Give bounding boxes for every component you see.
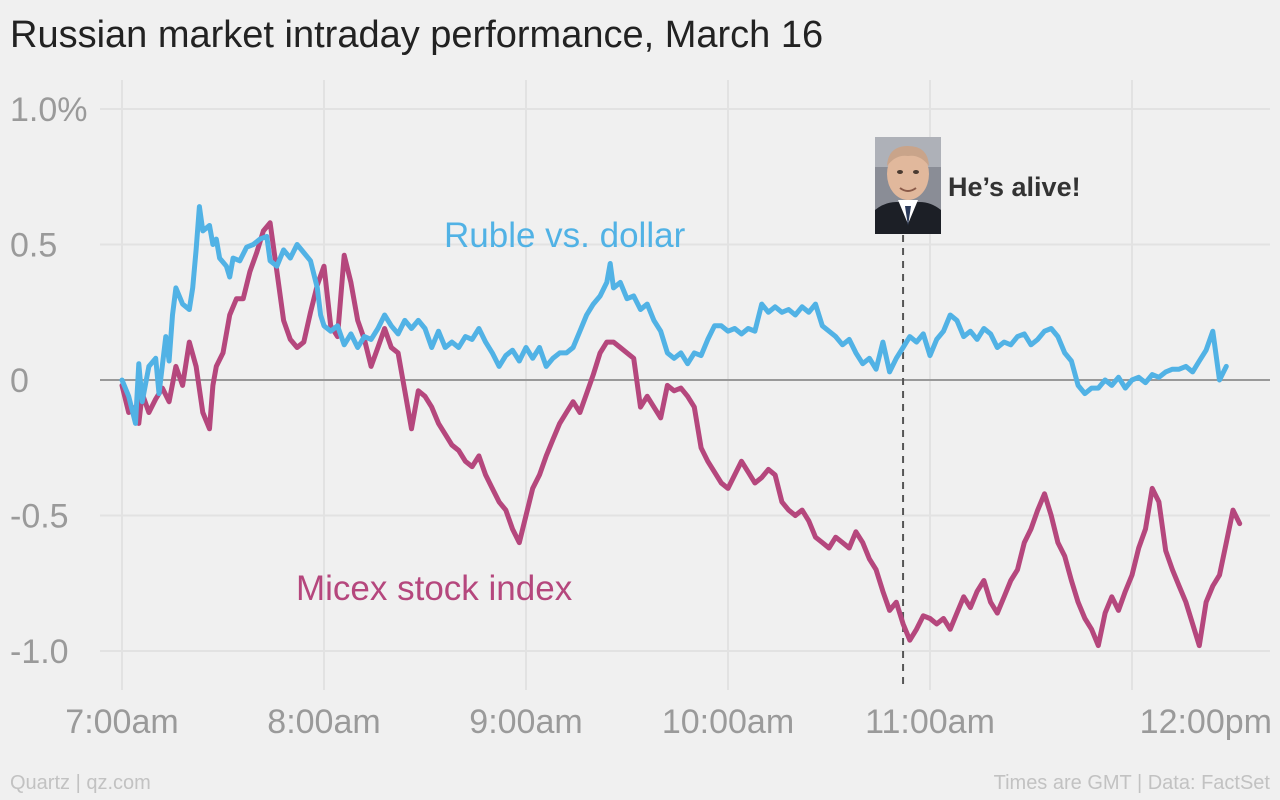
- x-tick-label: 8:00am: [267, 703, 380, 741]
- series-line-micex: [119, 220, 1243, 649]
- chart-title: Russian market intraday performance, Mar…: [10, 14, 824, 56]
- label-layer: Ruble vs. dollar Micex stock index: [296, 216, 686, 608]
- y-tick-label: -0.5: [10, 498, 69, 536]
- y-tick-label: 1.0%: [10, 91, 88, 129]
- y-tick-label: -1.0: [10, 633, 69, 671]
- series-layer: [119, 204, 1243, 649]
- x-tick-label: 12:00pm: [1140, 703, 1272, 741]
- y-tick-label: 0.5: [10, 227, 57, 265]
- series-line-ruble: [119, 204, 1229, 426]
- annotation-label: He’s alive!: [948, 172, 1081, 202]
- portrait-photo-icon: [875, 137, 941, 234]
- y-tick-label: 0: [10, 362, 29, 400]
- x-tick-label: 11:00am: [865, 703, 995, 741]
- axis-layer: 7:00am 8:00am 9:00am 10:00am 11:00am 12:00pm 1…: [10, 91, 1272, 741]
- footer-source: Times are GMT | Data: FactSet: [993, 772, 1270, 794]
- grid-layer: [100, 80, 1270, 690]
- footer-credit: Quartz | qz.com: [10, 772, 151, 794]
- series-label-ruble: Ruble vs. dollar: [444, 216, 686, 255]
- x-tick-label: 10:00am: [662, 703, 794, 741]
- x-tick-label: 9:00am: [469, 703, 582, 741]
- series-label-micex: Micex stock index: [296, 569, 573, 608]
- x-tick-label: 7:00am: [65, 703, 178, 741]
- annotation-layer: He’s alive!: [875, 137, 1081, 690]
